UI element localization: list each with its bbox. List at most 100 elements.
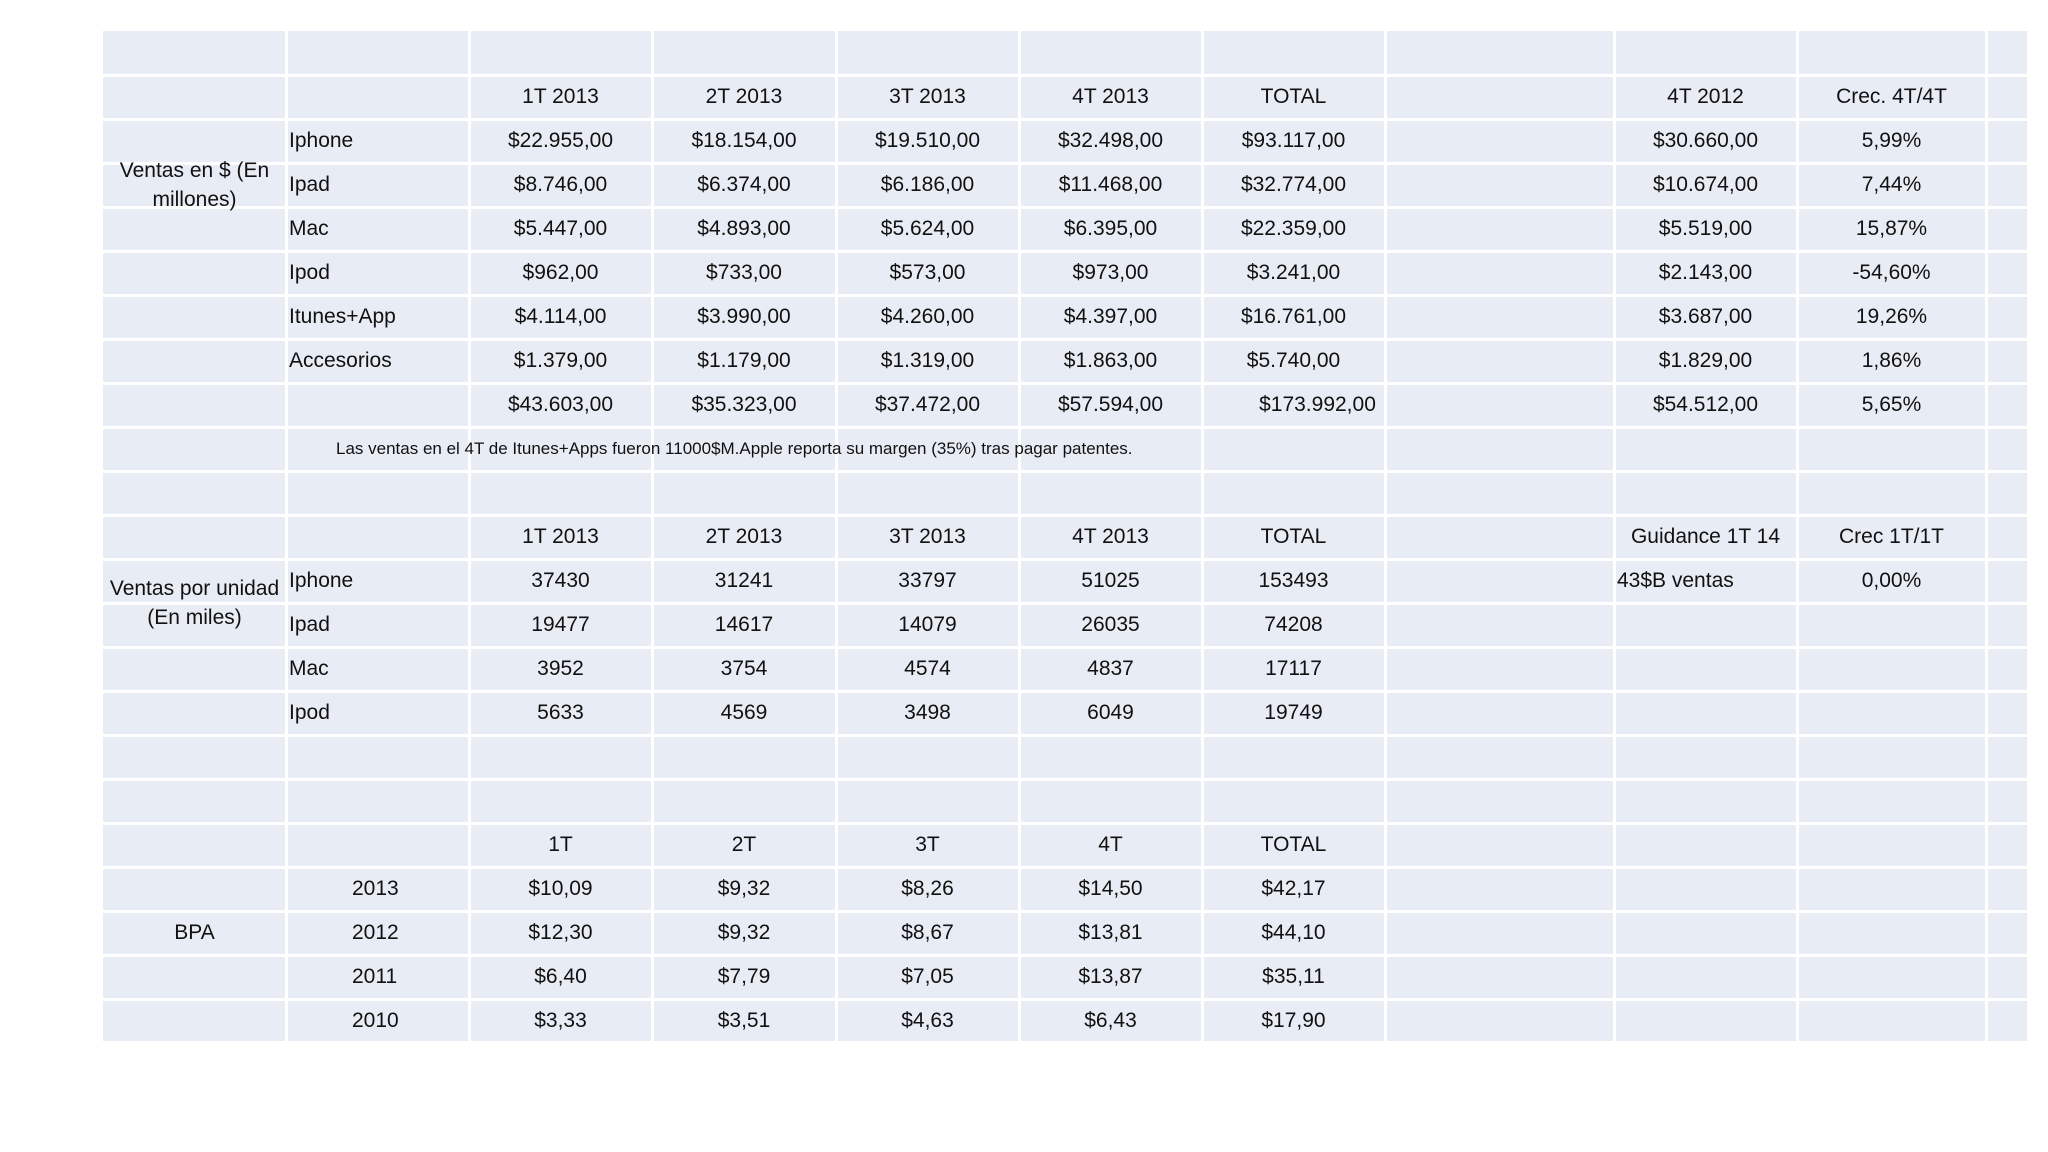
table-cell: $5.624,00 xyxy=(880,217,975,240)
table-cell: 1,86% xyxy=(1861,349,1922,372)
row-label: 2011 xyxy=(352,965,398,988)
grid-column-line xyxy=(1613,31,1616,1041)
total-cell: $173.992,00 xyxy=(1259,393,1376,416)
table-cell: 19,26% xyxy=(1855,305,1928,328)
table-cell: 5633 xyxy=(537,701,584,724)
table-cell: $16.761,00 xyxy=(1240,305,1347,328)
row-label: Ipod xyxy=(289,701,330,724)
table-cell: $1.179,00 xyxy=(697,349,791,372)
grid-column-line xyxy=(835,31,838,1041)
total-cell: $35.323,00 xyxy=(691,393,797,416)
column-header: Guidance 1T 14 xyxy=(1630,525,1781,548)
table-cell: 74208 xyxy=(1264,613,1323,636)
table-cell: $4,63 xyxy=(901,1009,954,1032)
table-cell: $6.374,00 xyxy=(697,173,791,196)
table-cell: $12,30 xyxy=(528,921,593,944)
table-cell: $6.186,00 xyxy=(880,173,975,196)
grid-row-line xyxy=(103,778,2027,781)
table-cell: 33797 xyxy=(898,569,957,592)
grid-row-line xyxy=(103,558,2027,561)
table-cell: $35,11 xyxy=(1262,965,1325,988)
table-cell: $11.468,00 xyxy=(1058,173,1163,196)
table-cell: $1.863,00 xyxy=(1063,349,1158,372)
column-header: 3T 2013 xyxy=(889,85,966,108)
table-cell: $4.114,00 xyxy=(514,305,607,328)
table-cell: $22.359,00 xyxy=(1240,217,1347,240)
grid-row-line xyxy=(103,162,2027,165)
table-cell: $13,81 xyxy=(1078,921,1143,944)
grid-row-line xyxy=(103,294,2027,297)
table-cell: $8,67 xyxy=(901,921,954,944)
grid-row-line xyxy=(103,646,2027,649)
total-cell: $43.603,00 xyxy=(507,393,614,416)
table-cell: 153493 xyxy=(1258,569,1329,592)
grid-row-line xyxy=(103,734,2027,737)
table-cell: $3.990,00 xyxy=(697,305,791,328)
column-header: 3T xyxy=(915,833,940,856)
table-cell: $5.740,00 xyxy=(1246,349,1341,372)
table-cell: $10.674,00 xyxy=(1652,173,1759,196)
table-cell: 31241 xyxy=(714,569,774,592)
row-label: Ipad xyxy=(289,613,330,636)
table-cell: $573,00 xyxy=(889,261,966,284)
table-cell: 6049 xyxy=(1087,701,1134,724)
grid-row-line xyxy=(103,998,2027,1001)
grid-row-line xyxy=(103,954,2027,957)
row-label: Accesorios xyxy=(289,349,392,372)
column-header: 2T xyxy=(731,833,757,856)
table-cell: 19749 xyxy=(1264,701,1323,724)
table-cell: $14,50 xyxy=(1078,877,1143,900)
table-cell: 4574 xyxy=(904,657,951,680)
table-cell: $1.319,00 xyxy=(880,349,975,372)
table-cell: 15,87% xyxy=(1855,217,1928,240)
grid-column-line xyxy=(1201,31,1204,1041)
grid-column-line xyxy=(285,31,288,1041)
table-cell: 5,99% xyxy=(1861,129,1922,152)
guidance-growth-cell: 0,00% xyxy=(1861,569,1922,592)
grid-column-line xyxy=(1018,31,1021,1041)
table-cell: 3754 xyxy=(720,657,768,680)
row-label: Ipod xyxy=(289,261,330,284)
grid-row-line xyxy=(103,74,2027,77)
column-header: 4T xyxy=(1098,833,1123,856)
column-header: 1T 2013 xyxy=(522,85,599,108)
table-cell: $1.829,00 xyxy=(1658,349,1753,372)
table-cell: $3,51 xyxy=(717,1009,771,1032)
group-label-eps: BPA xyxy=(174,921,215,944)
column-header: 2T 2013 xyxy=(705,85,783,108)
spreadsheet-grid xyxy=(103,31,2027,1041)
table-cell: $13,87 xyxy=(1078,965,1143,988)
table-cell: $19.510,00 xyxy=(874,129,981,152)
table-cell: $6,43 xyxy=(1084,1009,1137,1032)
column-header: 4T 2013 xyxy=(1072,85,1149,108)
grid-column-line xyxy=(468,31,471,1041)
table-cell: $8,26 xyxy=(901,877,954,900)
table-cell: $1.379,00 xyxy=(513,349,608,372)
table-cell: $8.746,00 xyxy=(513,173,608,196)
table-cell: 4837 xyxy=(1087,657,1134,680)
table-cell: $44,10 xyxy=(1261,921,1326,944)
table-cell: $22.955,00 xyxy=(507,129,614,152)
grid-row-line xyxy=(103,822,2027,825)
table-cell: $30.660,00 xyxy=(1652,129,1759,152)
grid-column-line xyxy=(1796,31,1799,1041)
table-cell: 51025 xyxy=(1081,569,1140,592)
grid-row-line xyxy=(103,690,2027,693)
table-cell: $32.774,00 xyxy=(1240,173,1347,196)
table-cell: $9,32 xyxy=(717,921,771,944)
table-cell: $5.519,00 xyxy=(1658,217,1753,240)
table-cell: $733,00 xyxy=(706,261,782,284)
table-cell: 14079 xyxy=(898,613,957,636)
column-header: Crec 1T/1T xyxy=(1838,525,1945,548)
table-cell: $93.117,00 xyxy=(1241,129,1346,152)
total-cell: $37.472,00 xyxy=(874,393,981,416)
row-label: Iphone xyxy=(289,129,354,152)
column-header: 4T 2013 xyxy=(1072,525,1149,548)
table-cell: 7,44% xyxy=(1861,173,1922,196)
table-cell: $5.447,00 xyxy=(513,217,608,240)
table-cell: $6.395,00 xyxy=(1063,217,1158,240)
table-cell: 17117 xyxy=(1265,657,1322,680)
guidance-cell: 43$B ventas xyxy=(1617,569,1734,592)
table-cell: $7,05 xyxy=(901,965,954,988)
table-cell: 3952 xyxy=(537,657,584,680)
